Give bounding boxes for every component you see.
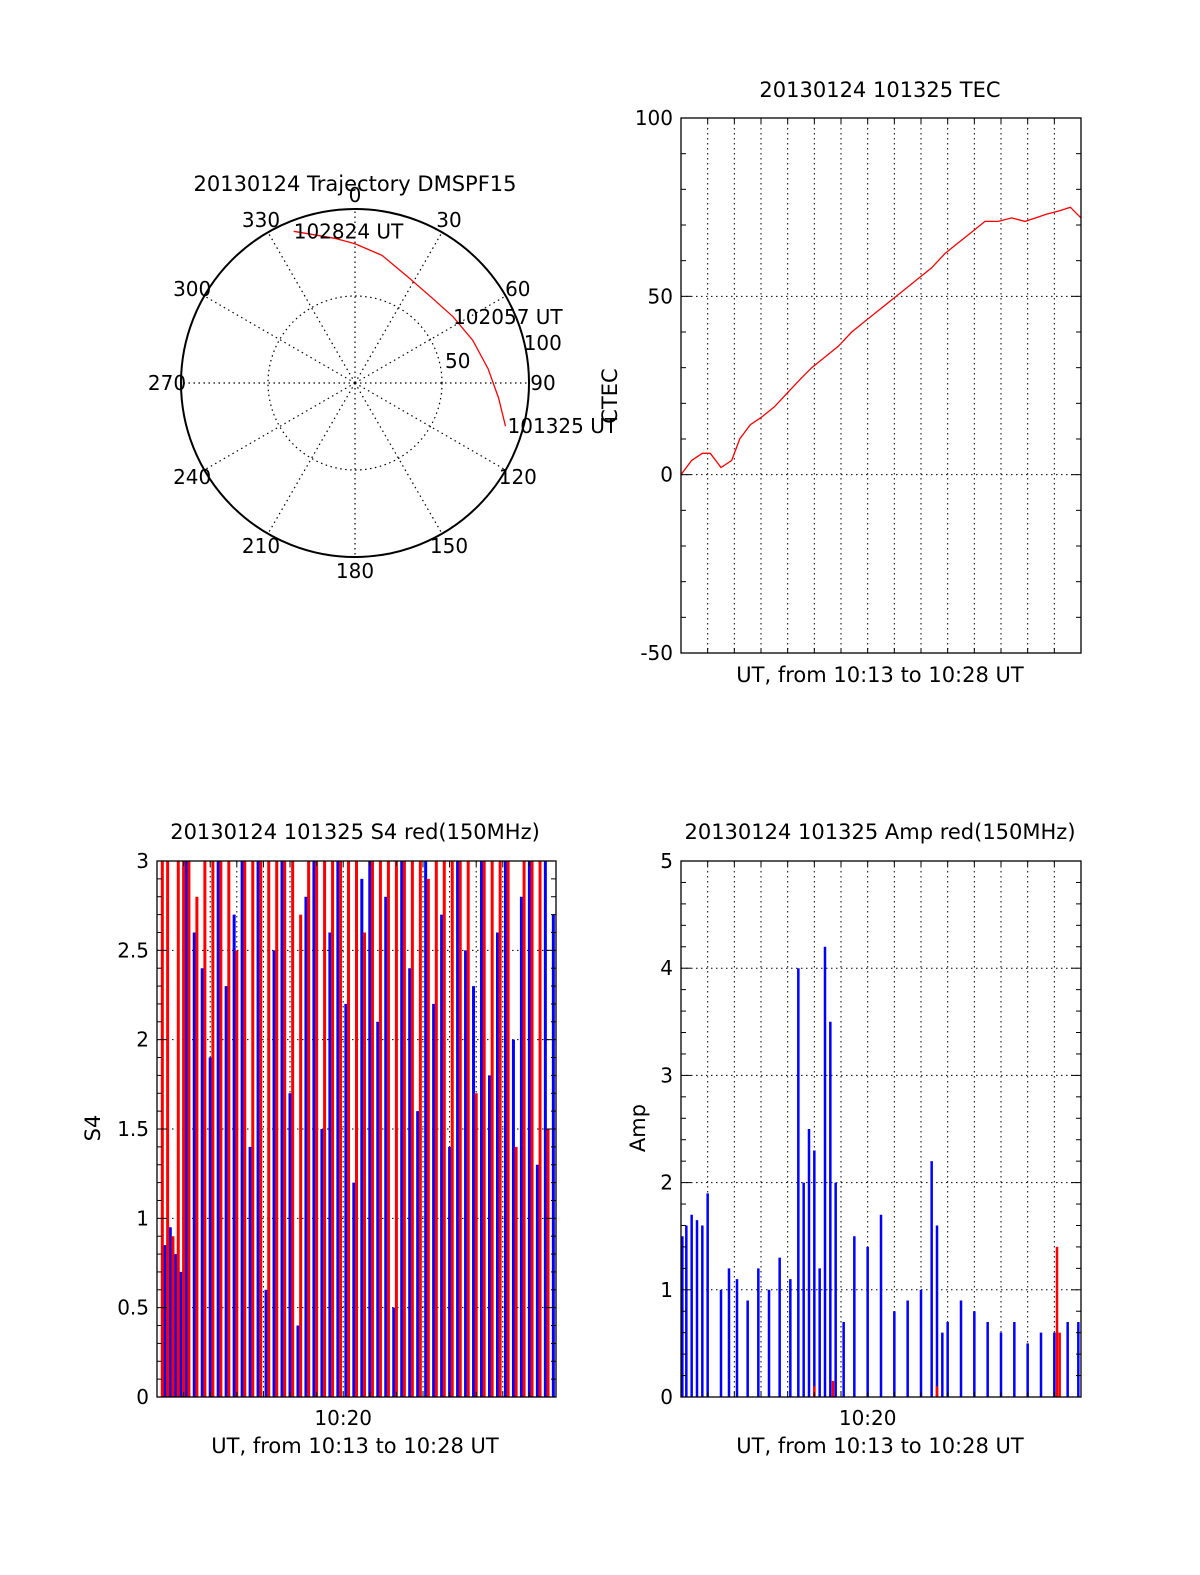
y-tick-label: 1 [136, 1206, 149, 1230]
trajectory-title: 20130124 Trajectory DMSPF15 [193, 172, 516, 196]
y-tick-label: 3 [136, 849, 149, 873]
y-tick-label: 100 [635, 106, 673, 130]
polar-angle-tick-label: 300 [173, 277, 211, 301]
amp-title: 20130124 101325 Amp red(150MHz) [684, 820, 1075, 844]
y-tick-label: 1 [660, 1278, 673, 1302]
polar-angle-tick-label: 0 [349, 183, 362, 207]
tec-line-chart: 20130124 101325 TEC UT, from 10:13 to 10… [598, 78, 1082, 687]
y-tick-label: 0.5 [117, 1296, 149, 1320]
polar-angle-tick-label: 120 [499, 465, 537, 489]
y-tick-label: 0 [136, 1385, 149, 1409]
y-tick-label: -50 [640, 641, 673, 665]
polar-grid-circle [267, 295, 443, 471]
polar-grid-spoke [204, 382, 356, 471]
plot-frame [680, 117, 1082, 654]
amp-y-axis-label: Amp [626, 1104, 650, 1152]
polar-grid-spoke [267, 232, 356, 384]
y-tick-label: 50 [648, 284, 673, 308]
polar-angle-tick-label: 90 [530, 371, 555, 395]
trajectory-time-annotation: 102057 UT [453, 305, 563, 329]
polar-grid-spoke [267, 382, 356, 534]
trajectory-time-annotation: 102824 UT [294, 219, 404, 243]
polar-angle-tick-label: 150 [430, 534, 468, 558]
polar-radial-tick-label: 100 [524, 331, 562, 355]
x-tick-label: 10:20 [839, 1406, 897, 1430]
polar-grid-spoke [354, 295, 506, 384]
tec-data-line [680, 206, 1082, 476]
amp-x-axis-label: UT, from 10:13 to 10:28 UT [736, 1434, 1024, 1458]
polar-grid-spoke [354, 382, 506, 471]
tec-y-axis-label: CTEC [598, 368, 622, 423]
trajectory-polar-chart: 20130124 Trajectory DMSPF15 0 30 60 90 120 15… [148, 172, 618, 583]
polar-angle-tick-label: 270 [148, 371, 186, 395]
plot-frame [680, 860, 1082, 1398]
polar-grid-spoke [354, 382, 443, 534]
polar-angle-tick-label: 180 [336, 559, 374, 583]
polar-outer-circle [180, 208, 530, 558]
y-tick-label: 4 [660, 956, 673, 980]
polar-angle-tick-label: 30 [436, 208, 461, 232]
s4-chart: 20130124 101325 S4 red(150MHz) UT, from … [81, 820, 557, 1458]
tec-x-axis-label: UT, from 10:13 to 10:28 UT [736, 663, 1024, 687]
polar-angle-tick-label: 210 [242, 534, 280, 558]
y-tick-label: 1.5 [117, 1117, 149, 1141]
x-tick-label: 10:20 [314, 1406, 372, 1430]
y-tick-label: 2 [136, 1028, 149, 1052]
amp-chart: 20130124 101325 Amp red(150MHz) UT, from… [626, 820, 1082, 1458]
polar-grid-spoke [354, 232, 443, 384]
polar-angle-tick-label: 330 [242, 208, 280, 232]
polar-grid-spoke [204, 295, 356, 384]
y-tick-label: 2 [660, 1171, 673, 1195]
polar-radial-tick-label: 50 [445, 349, 470, 373]
y-tick-label: 5 [660, 849, 673, 873]
y-tick-label: 0 [660, 463, 673, 487]
tec-title: 20130124 101325 TEC [759, 78, 1000, 102]
s4-title: 20130124 101325 S4 red(150MHz) [170, 820, 540, 844]
y-tick-label: 0 [660, 1385, 673, 1409]
s4-x-axis-label: UT, from 10:13 to 10:28 UT [211, 1434, 499, 1458]
y-tick-label: 2.5 [117, 938, 149, 962]
y-tick-label: 3 [660, 1063, 673, 1087]
trajectory-time-annotation: 101325 UT [508, 414, 618, 438]
polar-angle-tick-label: 60 [505, 277, 530, 301]
polar-angle-tick-label: 240 [173, 465, 211, 489]
trajectory-line [293, 230, 507, 427]
s4-y-axis-label: S4 [81, 1115, 105, 1142]
